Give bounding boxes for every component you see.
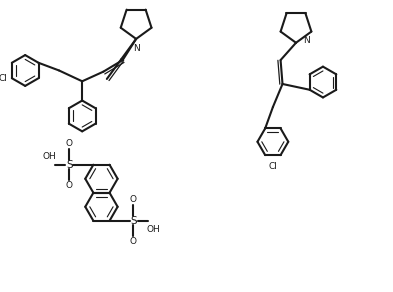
Text: S: S [130,216,137,226]
Text: O: O [66,140,73,148]
Text: OH: OH [42,152,56,161]
Text: Cl: Cl [0,74,7,83]
Text: S: S [66,160,73,170]
Text: O: O [66,181,73,190]
Text: Cl: Cl [268,162,277,171]
Text: N: N [133,44,140,53]
Text: O: O [130,195,137,204]
Text: OH: OH [147,225,160,234]
Text: O: O [130,237,137,246]
Text: N: N [303,36,310,45]
